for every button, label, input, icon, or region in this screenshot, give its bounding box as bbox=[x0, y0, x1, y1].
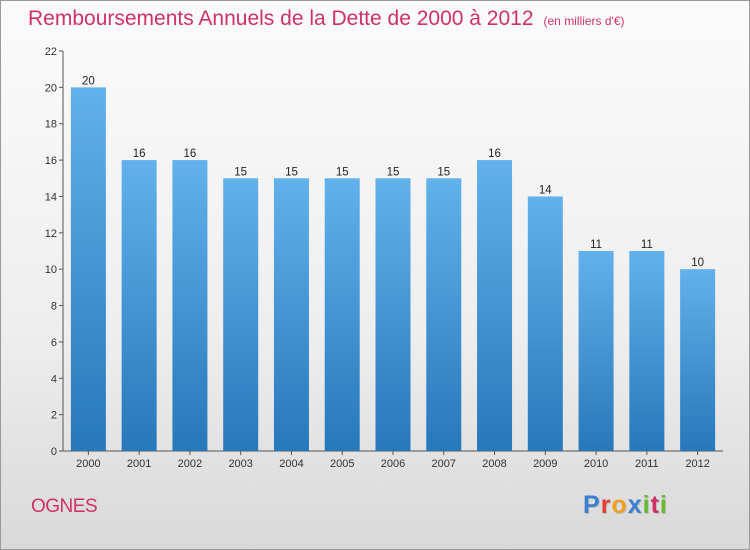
logo-letter: i bbox=[642, 491, 651, 519]
bar bbox=[527, 196, 563, 451]
x-tick-label: 2009 bbox=[533, 458, 557, 470]
chart-title: Remboursements Annuels de la Dette de 20… bbox=[28, 7, 534, 30]
bar bbox=[223, 178, 259, 452]
bar-value-label: 11 bbox=[590, 239, 602, 251]
bar bbox=[629, 251, 665, 451]
bar bbox=[426, 178, 462, 452]
logo-letter: r bbox=[600, 491, 612, 519]
y-tick-label: 4 bbox=[51, 373, 57, 385]
data-labels: 20 16 16 15 15 15 15 15 16 14 11 11 10 bbox=[82, 75, 704, 269]
x-tick-label: 2010 bbox=[584, 458, 608, 470]
bar bbox=[324, 178, 360, 452]
y-axis: 0 2 4 6 8 10 12 14 16 18 20 22 bbox=[45, 46, 64, 458]
commune-name: OGNES bbox=[31, 496, 98, 517]
y-tick-label: 12 bbox=[45, 228, 57, 240]
x-tick-label: 2005 bbox=[330, 458, 354, 470]
bar bbox=[121, 160, 157, 451]
y-tick-label: 20 bbox=[45, 82, 57, 94]
x-axis: 2000 2001 2002 2003 2004 2005 2006 2007 2008 2009… bbox=[63, 450, 723, 470]
x-tick-label: 2012 bbox=[685, 458, 709, 470]
chart-subtitle: (en milliers d'€) bbox=[543, 14, 625, 28]
logo-letter: P bbox=[583, 491, 601, 519]
x-tick-label: 2003 bbox=[228, 458, 252, 470]
x-tick-label: 2000 bbox=[76, 458, 100, 470]
bar bbox=[273, 178, 309, 452]
y-tick-label: 18 bbox=[45, 119, 57, 131]
title-row: Remboursements Annuels de la Dette de 20… bbox=[28, 7, 625, 31]
y-tick-label: 8 bbox=[51, 301, 57, 313]
bar bbox=[680, 269, 716, 451]
bar-value-label: 15 bbox=[437, 166, 450, 178]
y-tick-label: 10 bbox=[45, 264, 57, 276]
bar-value-label: 15 bbox=[234, 166, 247, 178]
logo-letter: t bbox=[650, 491, 660, 519]
x-tick-label: 2008 bbox=[482, 458, 506, 470]
bar-value-label: 10 bbox=[691, 257, 704, 269]
bars bbox=[70, 87, 716, 452]
bar-value-label: 20 bbox=[82, 75, 95, 87]
bar-value-label: 16 bbox=[133, 148, 146, 160]
bar-value-label: 15 bbox=[336, 166, 349, 178]
bar bbox=[375, 178, 411, 452]
logo-letter: i bbox=[659, 491, 668, 519]
bar bbox=[70, 87, 106, 451]
x-tick-label: 2004 bbox=[279, 458, 303, 470]
x-tick-label: 2011 bbox=[635, 458, 659, 470]
bar-value-label: 15 bbox=[387, 166, 400, 178]
y-tick-label: 22 bbox=[45, 46, 57, 58]
bar bbox=[172, 160, 208, 451]
bar-value-label: 15 bbox=[285, 166, 298, 178]
logo-letter: x bbox=[627, 491, 643, 519]
x-tick-label: 2002 bbox=[178, 458, 202, 470]
y-tick-label: 14 bbox=[45, 191, 57, 203]
y-tick-label: 6 bbox=[51, 337, 57, 349]
bar-value-label: 16 bbox=[488, 148, 501, 160]
proxiti-logo[interactable]: Proxiti bbox=[583, 491, 668, 520]
bar-value-label: 14 bbox=[539, 184, 552, 196]
x-tick-label: 2006 bbox=[381, 458, 405, 470]
bar-value-label: 16 bbox=[184, 148, 197, 160]
y-tick-label: 16 bbox=[45, 155, 57, 167]
bar bbox=[477, 160, 513, 451]
x-tick-label: 2001 bbox=[127, 458, 151, 470]
bar-value-label: 11 bbox=[641, 239, 653, 251]
x-tick-label: 2007 bbox=[432, 458, 456, 470]
y-tick-label: 0 bbox=[51, 446, 57, 458]
logo-letter: o bbox=[611, 491, 628, 519]
bar bbox=[578, 251, 614, 451]
y-tick-label: 2 bbox=[51, 410, 57, 422]
